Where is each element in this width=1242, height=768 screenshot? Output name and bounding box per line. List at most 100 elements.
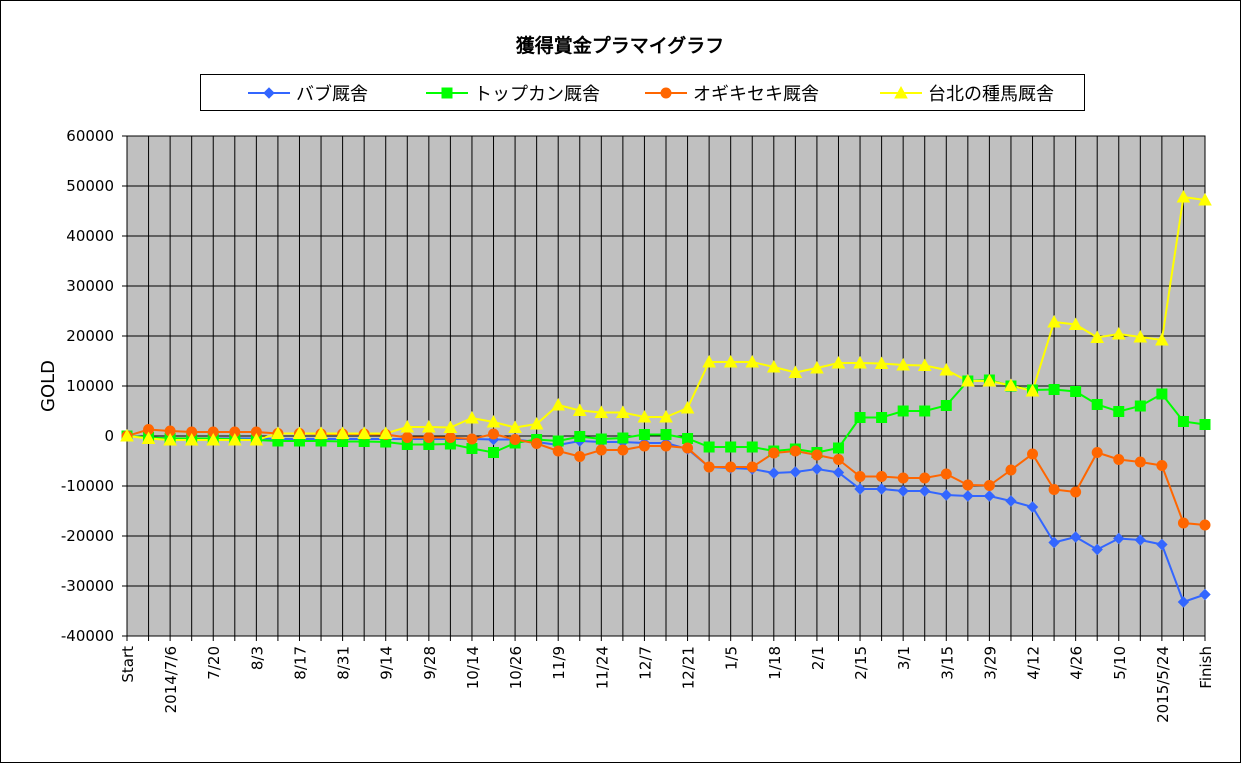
data-point bbox=[466, 443, 478, 454]
x-tick-label: 3/15 bbox=[938, 646, 956, 680]
data-point bbox=[940, 400, 952, 411]
data-point bbox=[746, 461, 758, 473]
legend-marker bbox=[894, 85, 908, 99]
y-tick-label: -10000 bbox=[61, 477, 114, 495]
data-point bbox=[1199, 519, 1211, 531]
x-tick-label: 7/20 bbox=[205, 646, 223, 680]
chart-title: 獲得賞金プラマイグラフ bbox=[516, 34, 725, 57]
data-point bbox=[401, 432, 413, 443]
data-point bbox=[206, 432, 221, 446]
legend-marker bbox=[263, 87, 275, 99]
data-point bbox=[637, 409, 652, 423]
data-point bbox=[1004, 378, 1018, 391]
data-point bbox=[1199, 588, 1211, 601]
data-point bbox=[811, 449, 823, 461]
data-point bbox=[725, 461, 737, 473]
legend-label: トップカン厩舎 bbox=[474, 84, 600, 105]
data-point bbox=[1177, 517, 1189, 529]
legend-label: オギキセキ厩舎 bbox=[693, 84, 819, 105]
data-point bbox=[378, 426, 393, 439]
data-point bbox=[766, 359, 781, 373]
x-tick-label: 4/12 bbox=[1025, 646, 1043, 680]
data-point bbox=[788, 365, 803, 378]
data-point bbox=[768, 467, 780, 479]
y-tick-label: 0 bbox=[104, 427, 114, 445]
data-point bbox=[1134, 400, 1146, 412]
data-point bbox=[831, 355, 846, 369]
data-point bbox=[508, 420, 522, 433]
x-tick-label: 8/3 bbox=[248, 646, 266, 670]
data-point bbox=[1025, 383, 1040, 397]
data-point bbox=[832, 466, 845, 479]
x-tick-label: 2014/7/6 bbox=[162, 646, 180, 713]
y-tick-label: 20000 bbox=[66, 327, 114, 345]
x-tick-label: 2/15 bbox=[852, 646, 870, 680]
x-tick-label: 12/21 bbox=[680, 646, 698, 689]
data-point bbox=[703, 461, 715, 473]
data-point bbox=[919, 405, 931, 417]
data-point bbox=[529, 416, 544, 430]
data-point bbox=[595, 433, 607, 445]
data-point bbox=[962, 490, 974, 502]
data-point bbox=[423, 432, 435, 443]
data-point bbox=[271, 426, 285, 439]
data-point bbox=[703, 441, 715, 453]
data-point bbox=[660, 429, 672, 440]
data-point bbox=[919, 472, 931, 484]
data-point bbox=[551, 397, 566, 411]
data-point bbox=[292, 426, 307, 439]
data-point bbox=[509, 434, 521, 445]
data-point bbox=[617, 432, 629, 444]
data-point bbox=[616, 405, 630, 418]
data-point bbox=[854, 412, 866, 423]
y-tick-label: -20000 bbox=[61, 527, 114, 545]
x-tick-label: 8/31 bbox=[335, 646, 353, 680]
data-point bbox=[1069, 531, 1082, 543]
data-point bbox=[832, 442, 844, 454]
y-tick-label: 30000 bbox=[66, 277, 114, 295]
data-point bbox=[1048, 484, 1060, 495]
data-point bbox=[745, 354, 760, 368]
x-tick-label: 11/24 bbox=[593, 646, 611, 689]
data-point bbox=[1134, 534, 1147, 546]
y-tick-label: -30000 bbox=[61, 577, 114, 595]
data-point bbox=[1198, 192, 1212, 206]
data-point bbox=[659, 409, 673, 423]
data-point bbox=[572, 403, 587, 416]
data-point bbox=[1156, 538, 1168, 551]
data-point bbox=[962, 479, 974, 491]
data-point bbox=[552, 445, 564, 457]
data-point bbox=[595, 444, 607, 456]
data-point bbox=[723, 354, 738, 368]
data-point bbox=[638, 429, 650, 440]
data-point bbox=[919, 485, 931, 497]
data-point bbox=[141, 431, 156, 444]
x-tick-label: 1/5 bbox=[723, 646, 741, 670]
data-point bbox=[1026, 501, 1039, 513]
data-point bbox=[983, 490, 996, 502]
data-point bbox=[1005, 495, 1017, 507]
x-tick-label: 3/29 bbox=[981, 646, 999, 680]
data-point bbox=[702, 354, 716, 368]
data-point bbox=[488, 447, 500, 458]
data-point bbox=[1091, 543, 1103, 556]
data-point bbox=[1156, 388, 1168, 400]
data-point bbox=[531, 438, 543, 449]
data-point bbox=[227, 432, 242, 446]
data-point bbox=[443, 420, 458, 433]
data-point bbox=[875, 483, 888, 495]
data-point bbox=[1048, 536, 1060, 549]
data-point bbox=[466, 433, 478, 445]
data-point bbox=[421, 419, 436, 433]
data-point bbox=[1155, 332, 1169, 346]
data-point bbox=[184, 432, 199, 446]
data-point bbox=[444, 432, 456, 443]
x-tick-label: 5/10 bbox=[1111, 646, 1129, 680]
data-point bbox=[854, 483, 866, 495]
x-tick-label: 9/14 bbox=[378, 646, 396, 680]
data-point bbox=[1113, 532, 1125, 545]
data-point bbox=[249, 432, 264, 446]
data-point bbox=[789, 445, 801, 457]
data-point bbox=[1068, 317, 1083, 330]
